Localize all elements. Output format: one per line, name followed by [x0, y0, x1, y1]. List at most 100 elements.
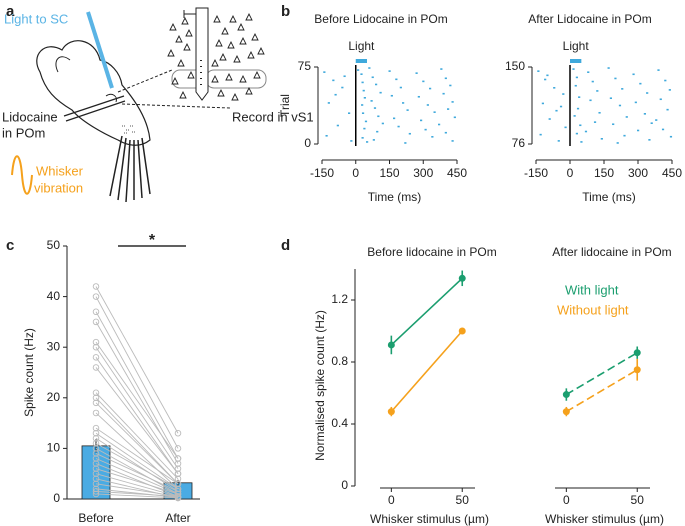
chart-title: Before Lidocaine in POm: [314, 12, 447, 26]
y-tick-label: 75: [298, 59, 312, 73]
x-tick-label: 150: [379, 166, 399, 180]
spike: [623, 134, 626, 137]
spike: [562, 93, 565, 95]
spike: [426, 104, 429, 106]
spike: [632, 73, 635, 76]
panel-label: b: [281, 3, 290, 20]
spike: [650, 122, 653, 124]
pair-line: [95, 453, 179, 492]
spike: [659, 98, 662, 101]
spike: [363, 97, 366, 99]
spike: [381, 122, 384, 125]
y-tick-label: 0.4: [331, 416, 348, 430]
pair-point: [92, 460, 100, 467]
spike: [596, 90, 599, 92]
pair-point: [92, 424, 100, 432]
pair-line: [95, 321, 179, 464]
pair-point: [174, 470, 182, 477]
spike: [637, 129, 640, 132]
spike: [442, 92, 445, 95]
spike: [453, 116, 456, 119]
legend-entry: With light: [565, 282, 619, 297]
spike: [553, 87, 556, 89]
pair-point: [174, 490, 182, 498]
pair-line: [95, 473, 179, 497]
pair-point: [174, 488, 182, 495]
chart-title: After Lidocaine in POm: [528, 12, 651, 26]
spike: [388, 70, 391, 72]
spike: [370, 100, 373, 102]
light-label: Light: [348, 39, 375, 53]
spike: [366, 141, 369, 143]
spike: [621, 88, 624, 90]
spike: [393, 117, 396, 120]
pair-line: [95, 392, 179, 480]
spike: [657, 69, 660, 71]
spike: [564, 126, 567, 129]
spike: [341, 86, 344, 89]
x-tick-label: 0: [388, 493, 395, 507]
pair-line: [95, 493, 179, 499]
pair-point: [92, 338, 100, 346]
panel-label: a: [6, 3, 15, 20]
series-line: [565, 369, 638, 413]
pair-point: [92, 318, 100, 326]
pair-line: [95, 437, 179, 492]
diagram-label: Light to SC: [4, 11, 68, 26]
zoom-lines: [117, 69, 231, 109]
spike: [404, 142, 407, 144]
x-tick-label: After: [165, 511, 190, 525]
x-tick-label: Before: [78, 511, 114, 525]
diagram-label: in POm: [2, 125, 45, 140]
spike: [579, 124, 582, 127]
pair-line: [95, 402, 179, 485]
mouse-head: [36, 40, 151, 146]
spike: [618, 104, 622, 107]
spike: [429, 87, 432, 90]
spike: [415, 72, 418, 74]
pair-line: [95, 346, 179, 469]
spike: [451, 101, 454, 103]
pair-point: [174, 494, 182, 502]
spike: [639, 82, 642, 85]
pair-line: [95, 286, 179, 434]
spike: [424, 128, 427, 131]
spike: [348, 112, 351, 114]
pair-point: [92, 475, 100, 483]
pair-line: [95, 483, 179, 497]
data-point: [387, 408, 395, 416]
panel-label: c: [6, 237, 14, 254]
pair-point: [174, 429, 182, 437]
whiskers: [109, 135, 151, 203]
spike: [422, 80, 425, 83]
pair-line: [95, 367, 179, 474]
spike: [664, 79, 667, 82]
spike: [546, 74, 549, 77]
data-point: [562, 391, 570, 399]
pair-line: [95, 458, 179, 495]
spike: [614, 77, 617, 80]
y-tick-label: 10: [47, 441, 61, 455]
pair-line: [95, 427, 179, 485]
spike: [451, 140, 454, 142]
spike: [449, 84, 452, 87]
x-tick-label: 0: [567, 166, 574, 180]
y-tick-label: 30: [47, 339, 61, 353]
pair-line: [95, 468, 179, 495]
spike: [406, 109, 409, 111]
spike: [361, 112, 365, 114]
spike: [440, 68, 443, 70]
pair-point: [92, 490, 100, 498]
pair-point: [174, 445, 182, 452]
spike: [399, 86, 402, 89]
spike: [557, 140, 560, 142]
pair-line: [95, 463, 179, 497]
x-tick-label: 50: [456, 493, 470, 507]
y-tick-label: 0: [304, 136, 311, 150]
pair-point: [92, 293, 100, 300]
spike: [580, 141, 583, 143]
spike: [612, 123, 615, 126]
spike: [377, 115, 380, 118]
spike: [325, 134, 328, 137]
spike: [643, 113, 646, 115]
